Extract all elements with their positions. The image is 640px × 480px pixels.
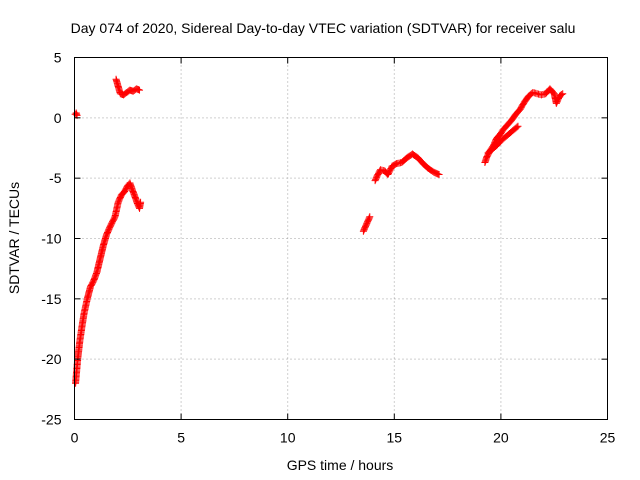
x-tick-label: 10 [280, 430, 296, 446]
y-tick-label: -15 [41, 291, 61, 307]
grid-lines [74, 57, 608, 420]
y-tick-label: 0 [54, 110, 62, 126]
data-point [513, 123, 521, 131]
plot-frame [74, 57, 608, 420]
x-tick-label: 25 [600, 430, 616, 446]
y-tick-label: 5 [54, 50, 62, 66]
axis-ticks: 0 5 10 15 20 25 -25 -20 -15 -10 -5 0 5 [41, 50, 615, 446]
y-tick-label: -10 [41, 231, 61, 247]
data-point [435, 171, 443, 179]
y-tick-label: -25 [41, 412, 61, 428]
data-point [558, 91, 566, 99]
x-tick-label: 15 [387, 430, 403, 446]
data-points [71, 75, 567, 387]
data-point [559, 90, 567, 98]
x-tick-label: 5 [177, 430, 185, 446]
data-point [514, 122, 522, 130]
y-tick-label: -5 [49, 170, 62, 186]
data-point [365, 214, 373, 222]
data-point [137, 198, 145, 206]
x-tick-label: 0 [71, 430, 79, 446]
data-point [366, 213, 374, 221]
y-axis-label: SDTVAR / TECUs [6, 182, 22, 294]
x-axis-label: GPS time / hours [287, 457, 394, 473]
x-tick-label: 20 [493, 430, 509, 446]
data-point [136, 86, 144, 94]
chart-title: Day 074 of 2020, Sidereal Day-to-day VTE… [71, 20, 576, 36]
y-tick-label: -20 [41, 351, 61, 367]
